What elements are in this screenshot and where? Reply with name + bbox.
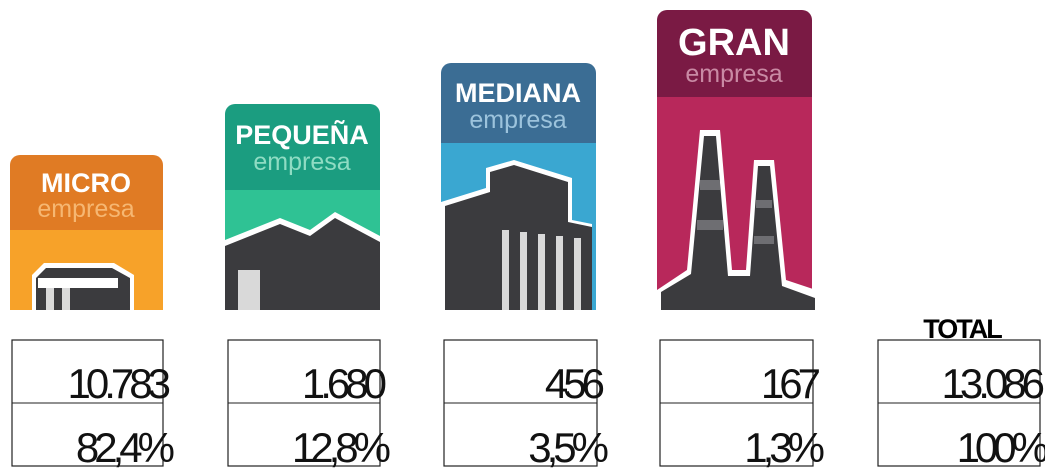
card-subtitle: empresa bbox=[685, 60, 782, 88]
count: 456 bbox=[545, 360, 604, 407]
share: 1,3% bbox=[744, 424, 823, 470]
count: 1.680 bbox=[302, 360, 386, 407]
card-title: GRAN bbox=[678, 22, 790, 64]
share: 12,8% bbox=[292, 424, 390, 470]
count: 10.783 bbox=[68, 360, 170, 407]
pequena-card: PEQUEÑA empresa bbox=[225, 104, 380, 310]
card-subtitle: empresa bbox=[37, 195, 134, 223]
mediana-card: MEDIANA empresa bbox=[441, 63, 596, 310]
count: 13.086 bbox=[942, 360, 1044, 407]
count: 167 bbox=[761, 360, 820, 407]
card-title: PEQUEÑA bbox=[235, 119, 369, 150]
gran-card: GRAN empresa bbox=[657, 10, 816, 310]
card-title: MICRO bbox=[41, 168, 131, 198]
total-title: TOTAL bbox=[923, 314, 1002, 344]
value-boxes bbox=[11, 339, 1041, 467]
card-title: MEDIANA bbox=[455, 78, 581, 108]
micro-card: MICRO empresa bbox=[10, 155, 163, 310]
share: 82,4% bbox=[76, 424, 174, 470]
share: 100% bbox=[957, 424, 1045, 470]
share: 3,5% bbox=[528, 424, 607, 470]
card-subtitle: empresa bbox=[469, 106, 566, 134]
card-subtitle: empresa bbox=[253, 148, 350, 176]
